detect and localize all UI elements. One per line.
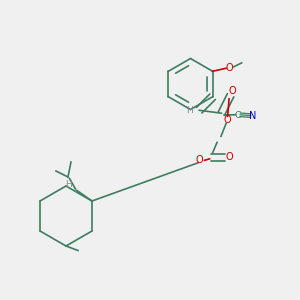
Text: O: O (228, 86, 236, 96)
Text: C: C (235, 111, 241, 120)
Text: H: H (66, 180, 72, 189)
Text: H: H (186, 106, 193, 116)
Text: O: O (196, 155, 203, 165)
Text: O: O (224, 115, 231, 125)
Text: N: N (249, 111, 257, 121)
Text: O: O (225, 152, 233, 162)
Text: O: O (225, 63, 233, 73)
